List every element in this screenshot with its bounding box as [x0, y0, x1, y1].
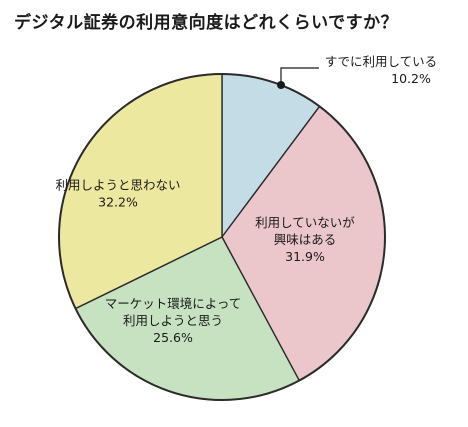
callout-dot — [277, 81, 285, 89]
slice-category-label: 利用しようと思わない — [55, 178, 180, 193]
callout-line — [280, 67, 319, 85]
slice-category-label: 利用しようと思う — [123, 313, 223, 328]
slice-label-3: マーケット環境によって利用しようと思う 25.6% — [105, 296, 242, 345]
slice-category-label: すでに利用している — [325, 54, 437, 69]
slice-value-label: 31.9% — [285, 249, 325, 264]
slice-value-label: 32.2% — [98, 195, 138, 210]
slice-category-label: マーケット環境によって — [105, 296, 242, 311]
chart-title: デジタル証券の利用意向度はどれくらいですか？ — [14, 13, 399, 33]
slice-value-label: 10.2% — [391, 71, 431, 86]
pie-outline — [58, 73, 386, 401]
slice-category-label: 利用していないが — [255, 215, 355, 230]
slice-category-label: 興味はある — [274, 232, 337, 247]
slice-value-label: 25.6% — [153, 330, 193, 345]
slice-label-2: 利用していないが興味はある 31.9% — [255, 215, 355, 264]
slice-label-1: すでに利用している 10.2% — [325, 54, 437, 86]
slice-label-4: 利用しようと思わない 32.2% — [55, 178, 180, 210]
